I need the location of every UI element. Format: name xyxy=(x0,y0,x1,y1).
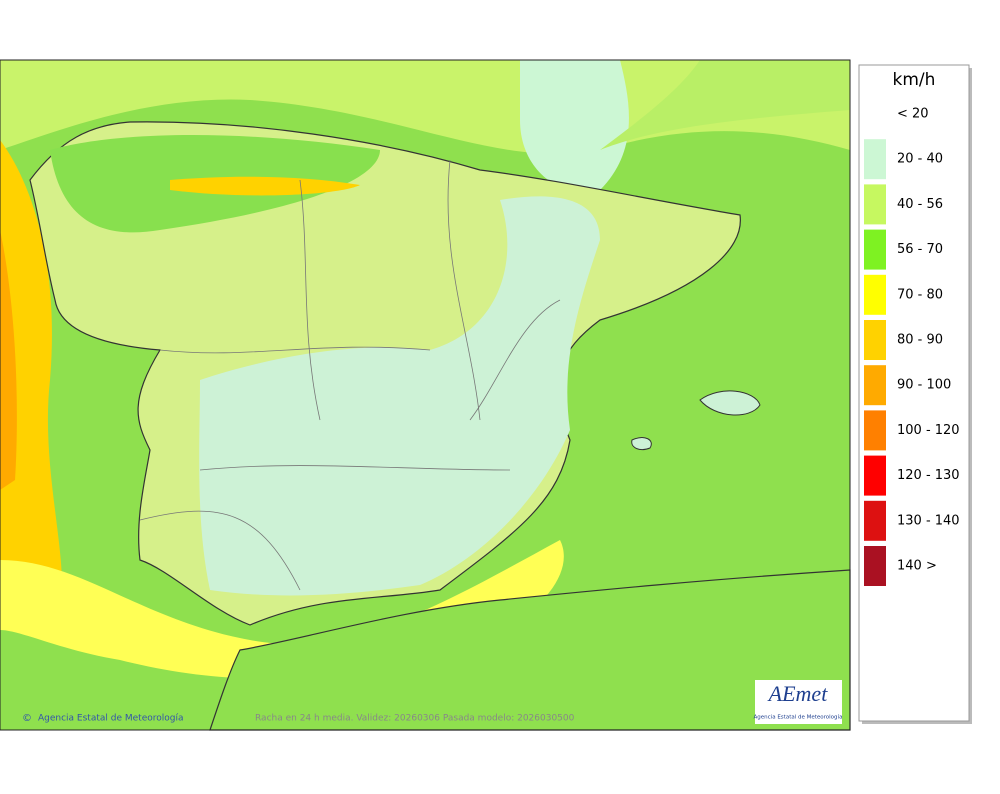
legend-swatch xyxy=(864,455,886,496)
interior-calm xyxy=(199,196,600,596)
legend-swatch xyxy=(864,229,886,270)
cantabrian-peak xyxy=(170,176,360,196)
legend-title: km/h xyxy=(893,70,936,90)
legend-label: 90 - 100 xyxy=(897,378,951,393)
legend-label: 120 - 130 xyxy=(897,468,960,483)
legend-label: 20 - 40 xyxy=(897,152,943,167)
map: © Agencia Estatal de Meteorología Racha … xyxy=(0,59,851,731)
legend-label: 130 - 140 xyxy=(897,513,960,528)
islands xyxy=(631,390,761,451)
legend: km/h < 20 20 - 40 40 - 56 56 - 70 70 - 80 80 … xyxy=(858,64,972,724)
legend-label: < 20 xyxy=(897,107,929,122)
legend-swatch xyxy=(864,320,886,360)
logo-name: AEmet xyxy=(767,681,829,706)
credit: Agencia Estatal de Meteorología xyxy=(38,714,184,724)
legend-swatch xyxy=(864,139,886,180)
west-coast-band-strong xyxy=(0,230,17,490)
west-coast-band xyxy=(0,140,63,615)
france xyxy=(600,60,850,150)
legend-swatch xyxy=(864,500,886,541)
legend-label: 80 - 90 xyxy=(897,333,943,348)
legend-label: 140 > xyxy=(897,559,937,574)
legend-swatch xyxy=(864,546,886,586)
legend-swatch xyxy=(864,184,886,225)
logo-box xyxy=(755,680,842,724)
north-africa xyxy=(209,569,851,731)
legend-swatch xyxy=(864,274,886,315)
legend-label: 70 - 80 xyxy=(897,287,943,302)
legend-swatch xyxy=(864,94,886,134)
legend-swatch xyxy=(864,410,886,451)
legend-swatch xyxy=(864,365,886,406)
map-frame xyxy=(0,59,851,731)
province-borders xyxy=(139,159,561,591)
logo-subtitle: Agencia Estatal de Meteorología xyxy=(754,714,843,721)
legend-label: 56 - 70 xyxy=(897,242,943,257)
credit-icon: © xyxy=(22,713,32,724)
legend-label: 40 - 56 xyxy=(897,197,943,212)
caption: Racha en 24 h media. Validez: 20260306 P… xyxy=(255,714,575,724)
calm-area xyxy=(520,60,629,192)
legend-label: 100 - 120 xyxy=(897,423,960,438)
